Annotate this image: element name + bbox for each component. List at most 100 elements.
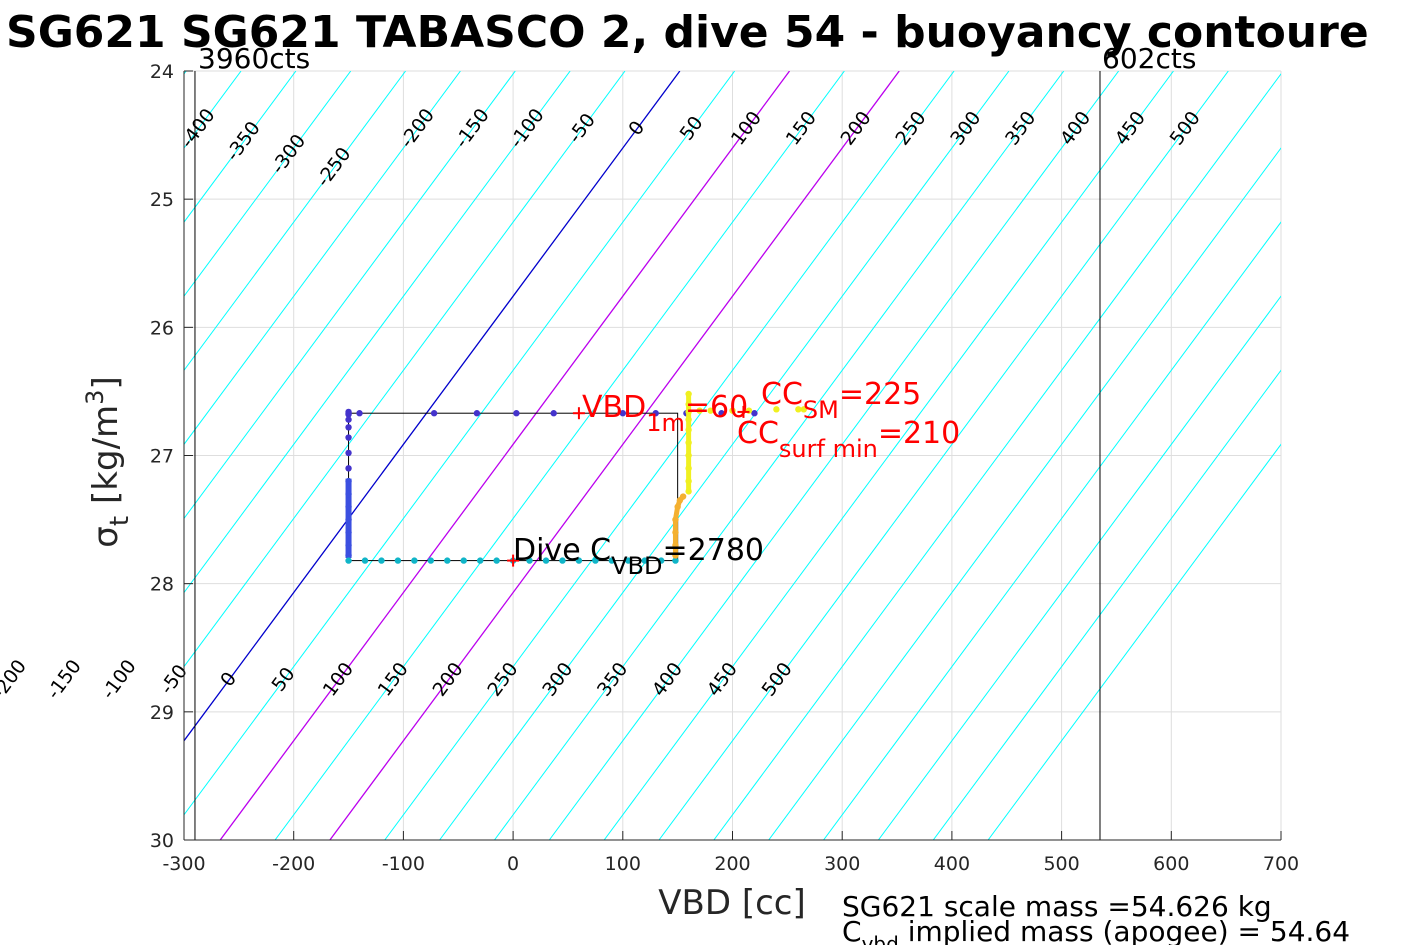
trajectory-point-bottom-row-1 <box>361 557 369 564</box>
annotation-cc-surf-min-value: =210 <box>878 416 960 451</box>
contour-line-extra-0 <box>0 71 22 840</box>
annotation-cc-surf-min-main: CC <box>737 416 779 451</box>
trajectory-point-descent-top-row-6 <box>619 410 626 417</box>
trajectory-point-climb-upper-6 <box>685 416 692 423</box>
contour-line-4 <box>184 71 461 446</box>
footer-implied-mass: Cvbd implied mass (apogee) = 54.64 <box>842 915 1350 945</box>
trajectory-point-surface-row-2 <box>729 407 736 414</box>
contour-line-extra-9 <box>987 443 1281 840</box>
y-tick-label-6: 30 <box>150 830 174 852</box>
trajectory-point-bottom-row-13 <box>559 557 566 564</box>
trajectory-point-climb-upper-7 <box>685 408 692 416</box>
trajectory-point-climb-lower-3 <box>672 516 679 523</box>
trajectory-point-bottom-row-3 <box>394 557 402 564</box>
trajectory-point-descent-column-1 <box>345 490 352 498</box>
contour-line-3 <box>184 71 406 372</box>
y-axis-label-close: ] <box>86 376 126 389</box>
trajectory-point-descent-column-5 <box>345 542 352 549</box>
y-tick-label-2: 26 <box>150 317 174 339</box>
trajectory-point-bottom-row-0 <box>345 557 352 564</box>
annotation-dive-cvbd: Dive CVBD=2780 <box>513 533 764 580</box>
trajectory-point-climb-lower-2 <box>672 529 679 536</box>
trajectory-point-surface-row-6 <box>800 406 808 413</box>
contour-line-10 <box>219 71 791 840</box>
trajectory-point-descent-top-row-2 <box>430 410 438 417</box>
trajectory-point-bottom-row-15 <box>592 557 599 564</box>
trajectory-point-surface-row-1 <box>707 407 714 414</box>
vbd-limit-label-max: 602cts <box>1102 42 1196 75</box>
contour-line-13 <box>384 71 955 840</box>
trajectory-point-bottom-row-11 <box>526 557 533 564</box>
contour-line-extra-5 <box>768 147 1281 840</box>
trajectory-point-bottom-row-5 <box>427 557 435 564</box>
trajectory-point-climb-lower-6 <box>679 493 687 500</box>
marker-0 <box>572 407 585 420</box>
trajectory-point-surface-row-0 <box>696 407 703 414</box>
annotation-cc-surf-min: CCsurf min=210 <box>737 416 960 463</box>
trajectory-point-descent-column-2 <box>345 503 352 510</box>
contour-line-extra-6 <box>823 221 1281 840</box>
trajectory-point-climb-upper-0 <box>685 488 692 495</box>
contour-line-2 <box>184 71 352 298</box>
contour-line-15 <box>494 71 1065 840</box>
x-tick-label-5: 200 <box>714 853 750 875</box>
annotation-vbd-1m: VBD1m=60 <box>582 390 748 437</box>
trajectory-point-descent-top-row-5 <box>550 410 557 417</box>
trajectory-point-bottom-row-8 <box>476 557 484 564</box>
trajectory-point-bottom-row-2 <box>378 557 385 564</box>
trajectory-point-climb-upper-2 <box>685 465 692 472</box>
trajectory-point-climb-lower-1 <box>672 542 679 549</box>
trajectory-point-bottom-row-20 <box>672 557 679 564</box>
y-tick-label-5: 29 <box>150 702 174 724</box>
trajectory-point-bottom-row-18 <box>641 557 648 564</box>
y-axis-label-sigma: σ <box>86 526 126 548</box>
footer-implied-mass-main: C <box>842 915 862 945</box>
contour-line-8 <box>184 71 681 742</box>
y-axis-label-sub: t <box>105 516 135 526</box>
trajectory-point-climb-upper-3 <box>685 452 692 459</box>
annotation-cc-surf-min-sub: surf min <box>779 435 878 463</box>
trajectory-point-descent-top-row-7 <box>652 410 659 417</box>
contour-line-14 <box>439 71 1010 840</box>
contour-line-extra-1 <box>0 71 76 840</box>
trajectory-point-descent-top-row-3 <box>473 410 481 417</box>
contour-label-bottom-2: -100 <box>97 656 140 704</box>
contour-line-12 <box>329 71 900 840</box>
trajectory-point-descent-top-row-1 <box>356 410 363 417</box>
contour-lines <box>0 71 1281 840</box>
x-tick-label-10: 700 <box>1263 853 1299 875</box>
footer-implied-mass-value: implied mass (apogee) = 54.64 <box>899 915 1350 945</box>
y-tick-label-1: 25 <box>150 189 174 211</box>
contour-label-bottom-0: -200 <box>0 656 31 704</box>
trajectory-point-bottom-row-19 <box>657 557 665 564</box>
annotation-vbd-1m-value: =60 <box>685 390 748 425</box>
trajectory-point-climb-upper-5 <box>685 426 692 434</box>
contour-line-extra-7 <box>877 295 1281 840</box>
trajectory-point-descent-column-0 <box>345 477 352 485</box>
y-tick-label-0: 24 <box>150 61 174 83</box>
chart-title: SG621 SG621 TABASCO 2, dive 54 - buoyanc… <box>6 7 1369 58</box>
trajectory-point-climb-upper-1 <box>685 477 692 485</box>
x-axis-label: VBD [cc] <box>658 883 806 923</box>
x-tick-label-7: 400 <box>934 853 970 875</box>
trajectory-point-descent-surface-4 <box>345 434 352 441</box>
trajectory-point-descent-surface-2 <box>345 416 352 423</box>
tick-labels: -300 -200 -100 0 100 200 300 400 500 600 700 24 25 26… <box>150 61 1299 875</box>
contour-line-18 <box>658 71 1229 840</box>
trajectory-point-climb-lower-0 <box>672 552 679 559</box>
trajectory-point-descent-column-3 <box>345 516 352 523</box>
annotation-cc-sm: CCSM=225 <box>761 377 921 424</box>
x-tick-label-3: 0 <box>507 853 519 875</box>
contour-line-extra-4 <box>713 73 1281 840</box>
annotation-cc-sm-main: CC <box>761 377 803 412</box>
trajectory-point-bottom-row-17 <box>625 557 632 564</box>
vbd-limit-lines <box>194 71 1101 840</box>
trajectory-point-climb-upper-4 <box>685 439 692 446</box>
x-tick-label-4: 100 <box>605 853 641 875</box>
marker-2 <box>737 405 750 418</box>
vbd-limit-label-min: 3960cts <box>198 42 310 75</box>
annotation-vbd-1m-main: VBD <box>582 390 646 425</box>
annotation-cc-sm-value: =225 <box>839 377 921 412</box>
annotation-dive-cvbd-value: =2780 <box>663 533 764 568</box>
